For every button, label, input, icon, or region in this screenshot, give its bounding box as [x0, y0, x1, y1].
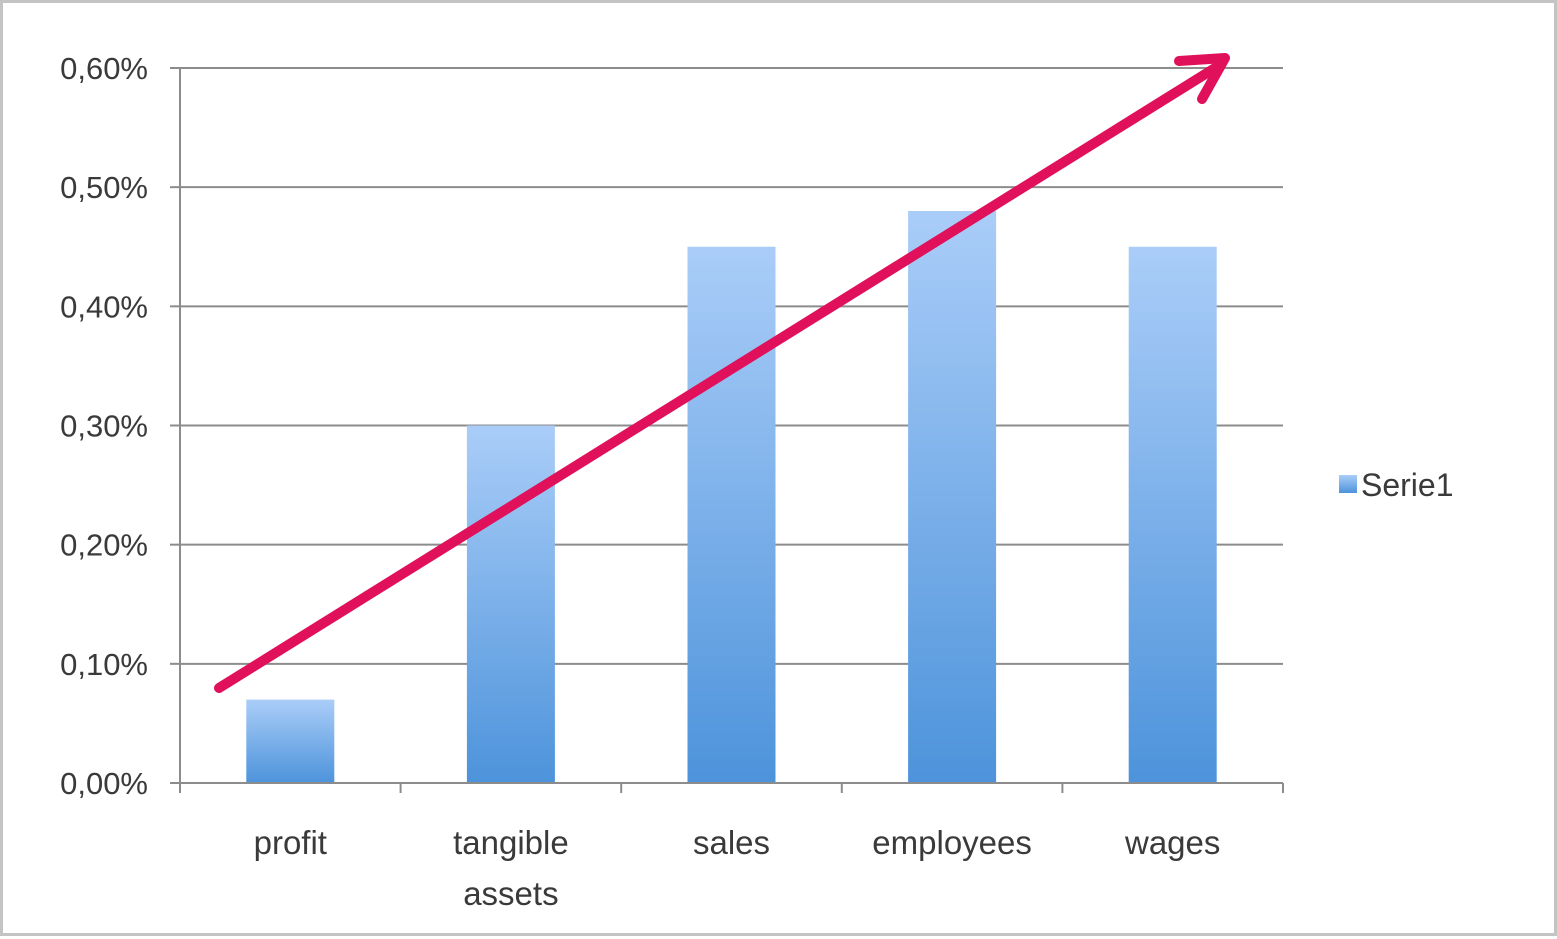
bar	[687, 246, 776, 783]
bar	[1128, 246, 1217, 783]
x-category-label: employees	[872, 824, 1032, 861]
x-category-label: tangible	[453, 824, 569, 861]
legend-label: Serie1	[1361, 467, 1454, 503]
y-tick-label: 0,40%	[60, 289, 148, 324]
y-tick-label: 0,60%	[60, 51, 148, 86]
x-category-labels: profit tangible assets sales employees wages	[254, 824, 1221, 912]
x-category-label: wages	[1124, 824, 1220, 861]
bar	[908, 211, 997, 783]
bar	[466, 425, 555, 783]
bar	[246, 699, 335, 783]
bars	[246, 211, 1217, 783]
axes	[170, 67, 1284, 793]
y-tick-label: 0,50%	[60, 170, 148, 205]
bar-chart: 0,00% 0,10% 0,20% 0,30% 0,40% 0,50% 0,60% prof…	[60, 51, 1454, 912]
trend-arrow-head	[1174, 53, 1230, 104]
y-tick-label: 0,00%	[60, 766, 148, 801]
x-category-label: sales	[693, 824, 770, 861]
y-tick-label: 0,30%	[60, 409, 148, 444]
y-tick-label: 0,10%	[60, 647, 148, 682]
trend-arrow-shaft	[214, 63, 1220, 693]
legend: Serie1	[1339, 467, 1454, 503]
trend-arrow	[214, 53, 1230, 693]
y-tick-label: 0,20%	[60, 528, 148, 563]
x-category-label: profit	[254, 824, 327, 861]
y-tick-labels: 0,00% 0,10% 0,20% 0,30% 0,40% 0,50% 0,60%	[60, 51, 148, 801]
legend-swatch	[1339, 475, 1357, 493]
x-category-label: assets	[463, 875, 558, 912]
